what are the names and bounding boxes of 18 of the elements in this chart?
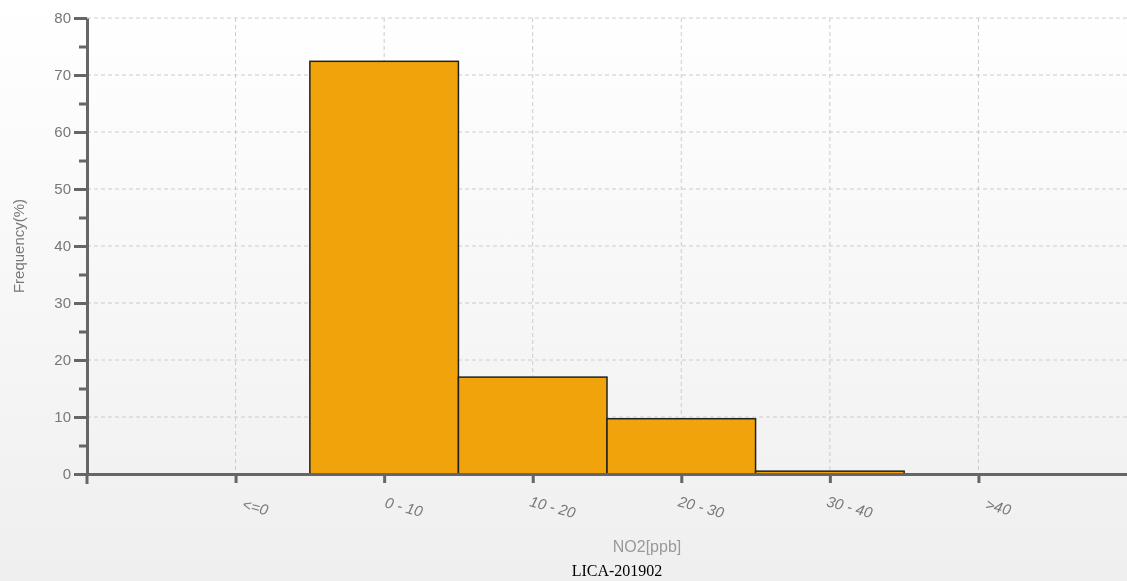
x-tick-label: 30 - 40: [825, 492, 876, 522]
y-tick-label: 20: [54, 351, 71, 369]
text: LICA-201902: [571, 562, 663, 579]
x-tick-label: >40: [983, 495, 1014, 519]
x-tick-label: 20 - 30: [675, 492, 727, 522]
x-tick-label: 0 - 10: [383, 493, 426, 521]
y-tick-label: 10: [54, 408, 71, 426]
y-tick-label: 50: [54, 180, 71, 198]
x-tick-label: <=0: [240, 495, 271, 519]
y-tick-label: 80: [54, 9, 71, 27]
y-tick-label: 30: [54, 294, 71, 312]
y-axis-title: Frequency(%): [10, 198, 27, 294]
y-tick-label: 70: [54, 66, 71, 84]
y-tick-label: 0: [62, 465, 71, 483]
x-tick-label: 10 - 20: [527, 492, 579, 522]
y-tick-label: 40: [54, 237, 71, 255]
y-tick-label: 60: [54, 123, 71, 141]
x-axis-title: NO2[ppb]: [612, 538, 682, 555]
